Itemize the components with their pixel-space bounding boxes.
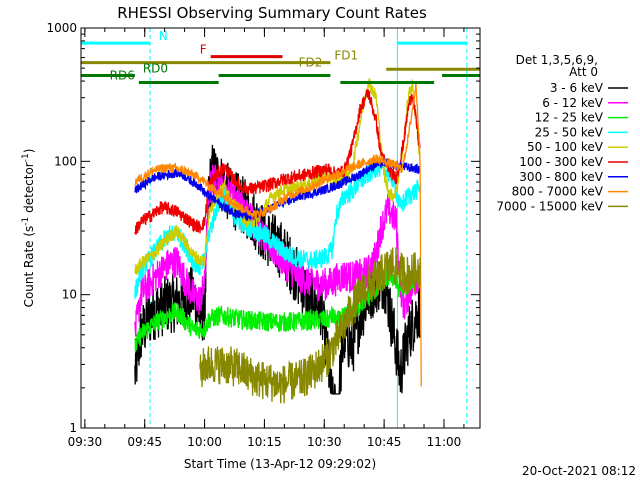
plot-frame xyxy=(80,27,481,429)
y-axis-label-part: detector xyxy=(22,162,36,217)
x-tick-label: 10:15 xyxy=(247,435,282,449)
data-series-group xyxy=(134,78,422,404)
y-tick-label: 1000 xyxy=(46,21,77,35)
flag-bars-group: N F FD1 FD2 RD0 RD6 xyxy=(81,29,480,85)
data-series-line xyxy=(134,89,421,236)
y-axis-label-sup: -1 xyxy=(21,153,31,162)
x-axis-label: Start Time (13-Apr-12 09:29:02) xyxy=(184,457,376,471)
y-tick-label: 10 xyxy=(62,288,77,302)
y-axis-label-part: Count Rate (s xyxy=(22,226,36,308)
legend-header: Det 1,3,5,6,9, xyxy=(516,53,598,67)
legend-label: 100 - 300 keV xyxy=(519,155,603,169)
legend-label: 7000 - 15000 keV xyxy=(496,199,603,213)
data-series-line xyxy=(199,247,421,404)
x-tick-label: 10:00 xyxy=(187,435,222,449)
legend-label: 6 - 12 keV xyxy=(542,96,604,110)
x-tick-label: 10:30 xyxy=(307,435,342,449)
legend-header: Att 0 xyxy=(569,65,598,79)
flag-bar-label: FD1 xyxy=(334,49,358,63)
flag-bar-label: F xyxy=(200,43,207,57)
legend-label: 25 - 50 keV xyxy=(535,125,604,139)
flag-bar-label: RD0 xyxy=(143,62,168,76)
y-tick-label: 1 xyxy=(69,421,77,435)
legend-label: 800 - 7000 keV xyxy=(512,185,604,199)
x-tick-label: 09:30 xyxy=(68,435,103,449)
flag-bar-label: RD6 xyxy=(110,69,135,83)
legend-label: 50 - 100 keV xyxy=(527,140,604,154)
data-series-line xyxy=(134,156,421,222)
y-axis-label-sup: -1 xyxy=(21,217,31,226)
axes-group: 09:30 09:45 10:00 10:15 10:30 10:45 11:00 1 10 10… xyxy=(46,21,481,449)
y-tick-label: 100 xyxy=(54,154,77,168)
data-series-line xyxy=(134,78,421,275)
x-tick-label: 10:45 xyxy=(367,435,402,449)
x-tick-label: 09:45 xyxy=(127,435,162,449)
flag-bar-label: N xyxy=(159,29,168,43)
legend-label: 12 - 25 keV xyxy=(535,111,604,125)
y-axis-label: Count Rate (s-1 detector-1) xyxy=(21,149,36,308)
data-series-line xyxy=(134,82,422,387)
legend-label: 300 - 800 keV xyxy=(519,170,603,184)
y-axis-label-part: ) xyxy=(22,149,36,154)
svg-text:Count Rate (s-1 detector-1): Count Rate (s-1 detector-1) xyxy=(21,149,36,308)
chart-title: RHESSI Observing Summary Count Rates xyxy=(117,4,427,22)
flag-bar-label: FD2 xyxy=(299,55,323,69)
footer-timestamp: 20-Oct-2021 08:12 xyxy=(522,464,636,478)
x-tick-label: 11:00 xyxy=(427,435,462,449)
legend-label: 3 - 6 keV xyxy=(550,81,604,95)
